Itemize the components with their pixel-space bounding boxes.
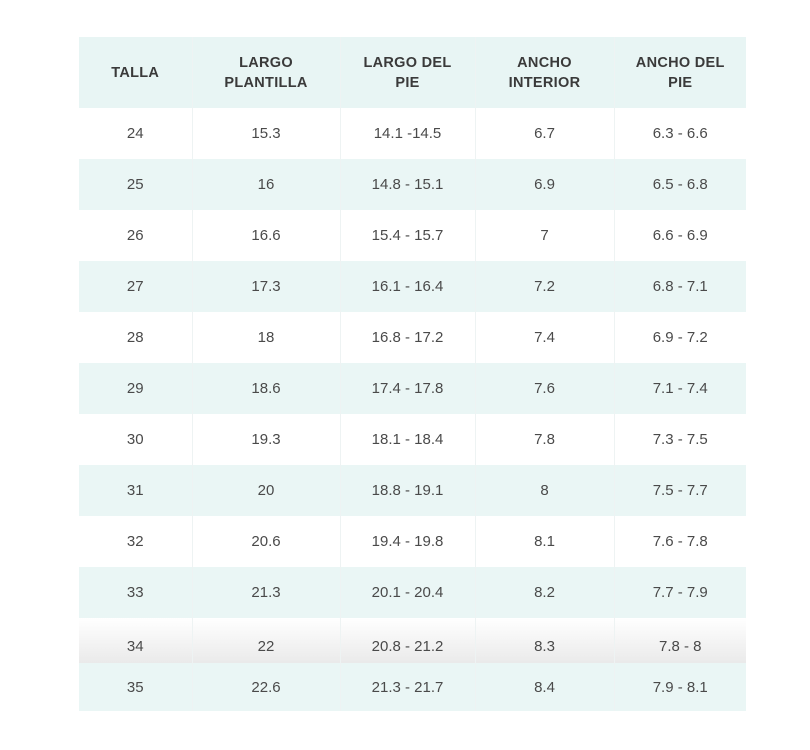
cell-largo-plantilla: 20.6	[192, 516, 341, 567]
table-row: 26 16.6 15.4 - 15.7 7 6.6 - 6.9	[79, 210, 746, 261]
header-label-line: TALLA	[111, 64, 160, 81]
table-body: 24 15.3 14.1 -14.5 6.7 6.3 - 6.6 25 16 14.8 - 1…	[79, 108, 746, 711]
cell-talla: 25	[79, 159, 193, 210]
cell-talla: 32	[79, 516, 193, 567]
cell-ancho-del-pie: 6.8 - 7.1	[614, 261, 746, 312]
col-header-ancho-del-pie: ANCHO DEL PIE	[614, 37, 746, 108]
cell-ancho-del-pie: 6.5 - 6.8	[614, 159, 746, 210]
table-header: TALLA LARGO PLANTILLA LARGO DEL PIE ANCHO INTE…	[79, 37, 746, 108]
table-row: 32 20.6 19.4 - 19.8 8.1 7.6 - 7.8	[79, 516, 746, 567]
cell-ancho-del-pie: 6.9 - 7.2	[614, 312, 746, 363]
table-row: 33 21.3 20.1 - 20.4 8.2 7.7 - 7.9	[79, 567, 746, 618]
header-row: TALLA LARGO PLANTILLA LARGO DEL PIE ANCHO INTE…	[79, 37, 746, 108]
header-label-line: PIE	[395, 74, 420, 91]
cell-largo-plantilla: 20	[192, 465, 341, 516]
header-label-line: LARGO DEL	[363, 54, 452, 71]
cell-talla: 27	[79, 261, 193, 312]
header-label-line: LARGO	[239, 54, 293, 71]
table-row: 28 18 16.8 - 17.2 7.4 6.9 - 7.2	[79, 312, 746, 363]
cell-talla: 31	[79, 465, 193, 516]
table-row: 35 22.6 21.3 - 21.7 8.4 7.9 - 8.1	[79, 663, 746, 711]
cell-ancho-interior: 6.7	[475, 108, 615, 159]
cell-ancho-interior: 8.2	[475, 567, 615, 618]
table-row: 30 19.3 18.1 - 18.4 7.8 7.3 - 7.5	[79, 414, 746, 465]
cell-largo-del-pie: 20.1 - 20.4	[340, 567, 476, 618]
header-label-line: ANCHO	[517, 54, 572, 71]
cell-largo-plantilla: 16.6	[192, 210, 341, 261]
cell-largo-del-pie: 20.8 - 21.2	[340, 618, 476, 663]
cell-talla: 30	[79, 414, 193, 465]
cell-largo-plantilla: 22	[192, 618, 341, 663]
cell-ancho-interior: 7.4	[475, 312, 615, 363]
cell-ancho-interior: 7.6	[475, 363, 615, 414]
cell-largo-plantilla: 17.3	[192, 261, 341, 312]
cell-ancho-del-pie: 7.1 - 7.4	[614, 363, 746, 414]
cell-talla: 35	[79, 663, 193, 711]
col-header-ancho-interior: ANCHO INTERIOR	[475, 37, 615, 108]
cell-largo-del-pie: 19.4 - 19.8	[340, 516, 476, 567]
table-row: 25 16 14.8 - 15.1 6.9 6.5 - 6.8	[79, 159, 746, 210]
cell-largo-del-pie: 16.8 - 17.2	[340, 312, 476, 363]
cell-ancho-interior: 7	[475, 210, 615, 261]
cell-largo-del-pie: 17.4 - 17.8	[340, 363, 476, 414]
cell-talla: 29	[79, 363, 193, 414]
cell-largo-plantilla: 21.3	[192, 567, 341, 618]
cell-talla: 24	[79, 108, 193, 159]
header-label-line: ANCHO DEL	[635, 54, 725, 71]
cell-ancho-interior: 8.4	[475, 663, 615, 711]
header-label-line: PLANTILLA	[224, 74, 308, 91]
cell-ancho-del-pie: 6.6 - 6.9	[614, 210, 746, 261]
table-row: 34 22 20.8 - 21.2 8.3 7.8 - 8	[79, 618, 746, 663]
header-label-line: PIE	[668, 74, 693, 91]
col-header-largo-plantilla: LARGO PLANTILLA	[192, 37, 341, 108]
cell-largo-plantilla: 19.3	[192, 414, 341, 465]
cell-talla: 26	[79, 210, 193, 261]
cell-ancho-del-pie: 7.6 - 7.8	[614, 516, 746, 567]
cell-ancho-interior: 8	[475, 465, 615, 516]
cell-ancho-del-pie: 7.5 - 7.7	[614, 465, 746, 516]
cell-ancho-del-pie: 7.8 - 8	[614, 618, 746, 663]
cell-ancho-interior: 8.1	[475, 516, 615, 567]
col-header-largo-del-pie: LARGO DEL PIE	[340, 37, 476, 108]
cell-talla: 28	[79, 312, 193, 363]
col-header-talla: TALLA	[79, 37, 193, 108]
size-chart-table: TALLA LARGO PLANTILLA LARGO DEL PIE ANCHO INTE…	[79, 37, 746, 711]
cell-largo-plantilla: 15.3	[192, 108, 341, 159]
cell-largo-plantilla: 22.6	[192, 663, 341, 711]
cell-ancho-del-pie: 6.3 - 6.6	[614, 108, 746, 159]
cell-ancho-interior: 7.8	[475, 414, 615, 465]
cell-ancho-interior: 7.2	[475, 261, 615, 312]
cell-ancho-del-pie: 7.7 - 7.9	[614, 567, 746, 618]
cell-largo-plantilla: 18	[192, 312, 341, 363]
cell-largo-plantilla: 18.6	[192, 363, 341, 414]
cell-talla: 34	[79, 618, 193, 663]
header-label-line: INTERIOR	[508, 74, 581, 91]
cell-largo-del-pie: 14.8 - 15.1	[340, 159, 476, 210]
cell-largo-del-pie: 16.1 - 16.4	[340, 261, 476, 312]
table-row: 31 20 18.8 - 19.1 8 7.5 - 7.7	[79, 465, 746, 516]
cell-largo-del-pie: 14.1 -14.5	[340, 108, 476, 159]
table-row: 29 18.6 17.4 - 17.8 7.6 7.1 - 7.4	[79, 363, 746, 414]
table-row: 24 15.3 14.1 -14.5 6.7 6.3 - 6.6	[79, 108, 746, 159]
cell-ancho-interior: 8.3	[475, 618, 615, 663]
cell-talla: 33	[79, 567, 193, 618]
cell-largo-del-pie: 18.1 - 18.4	[340, 414, 476, 465]
cell-largo-del-pie: 21.3 - 21.7	[340, 663, 476, 711]
cell-ancho-del-pie: 7.9 - 8.1	[614, 663, 746, 711]
table-row: 27 17.3 16.1 - 16.4 7.2 6.8 - 7.1	[79, 261, 746, 312]
cell-ancho-del-pie: 7.3 - 7.5	[614, 414, 746, 465]
cell-largo-del-pie: 18.8 - 19.1	[340, 465, 476, 516]
cell-largo-plantilla: 16	[192, 159, 341, 210]
cell-largo-del-pie: 15.4 - 15.7	[340, 210, 476, 261]
cell-ancho-interior: 6.9	[475, 159, 615, 210]
